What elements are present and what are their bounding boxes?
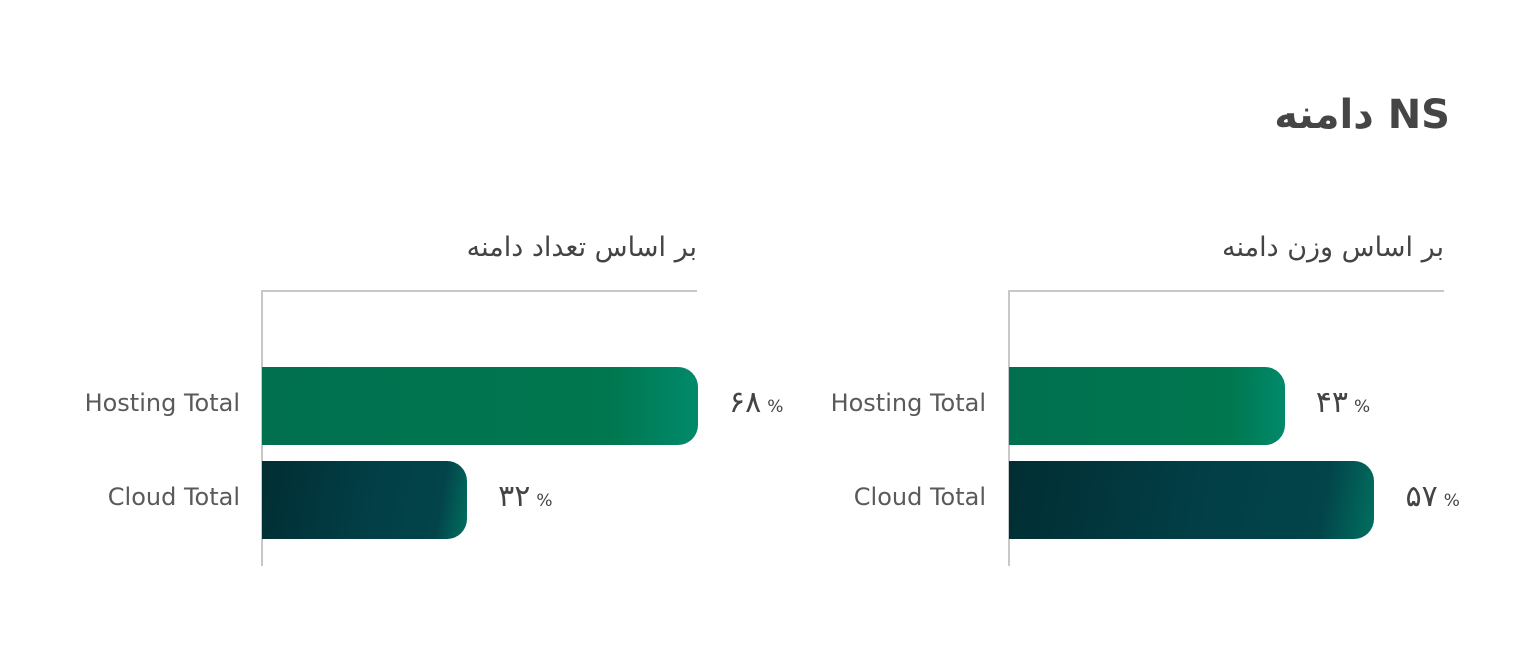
chart-subtitle: بر اساس تعداد دامنه (466, 232, 697, 263)
axis-top-line (1008, 290, 1444, 292)
category-label: Hosting Total (84, 389, 240, 417)
percent-sign: % (536, 491, 553, 511)
bar-cloud-total (262, 461, 468, 539)
value-number: ۴۳ (1315, 385, 1348, 420)
value-label: ۵۷% (1405, 479, 1459, 514)
value-label: ۳۲% (498, 479, 552, 514)
axis-top-line (261, 290, 697, 292)
page-title: NS دامنه (1274, 92, 1450, 138)
value-number: ۶۸ (729, 385, 762, 420)
bar-cloud-total (1009, 461, 1375, 539)
value-label: ۶۸% (729, 385, 783, 420)
percent-sign: % (1443, 491, 1460, 511)
percent-sign: % (1353, 397, 1371, 417)
chart-subtitle: بر اساس وزن دامنه (1222, 232, 1444, 263)
bar-hosting-total (262, 367, 698, 445)
category-label: Hosting Total (830, 389, 986, 417)
category-label: Cloud Total (107, 483, 240, 511)
value-number: ۳۲ (498, 479, 531, 514)
value-number: ۵۷ (1405, 479, 1438, 514)
percent-sign: % (767, 397, 784, 417)
bar-hosting-total (1009, 367, 1285, 445)
value-label: ۴۳% (1316, 385, 1370, 420)
category-label: Cloud Total (853, 483, 986, 511)
